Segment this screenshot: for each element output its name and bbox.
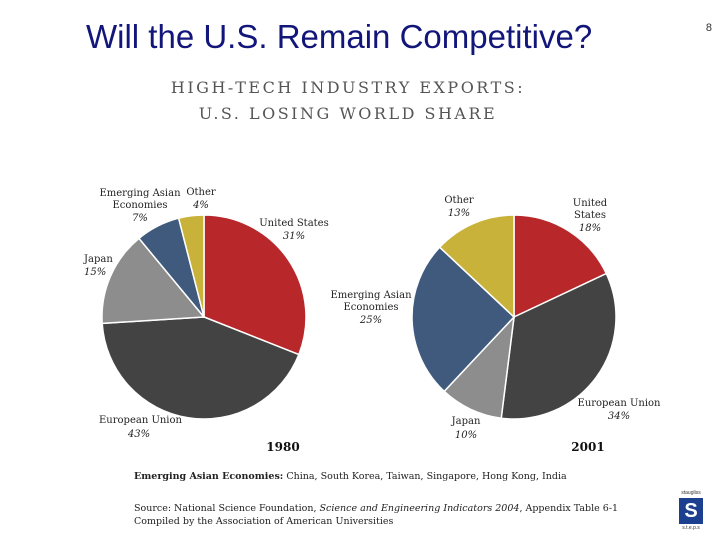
pct-1980-united-states: 31% (283, 231, 305, 242)
label-1980-other: Other (186, 187, 216, 198)
label-2001-european-union: European Union (578, 398, 662, 409)
logo-letter: S (679, 498, 703, 524)
pct-2001-united-states: 18% (579, 223, 601, 234)
pie-chart-2001 (411, 214, 617, 420)
label-2001-emerging-asian-l2: Economies (343, 302, 398, 313)
source-publication: Science and Engineering Indicators 2004 (319, 503, 520, 514)
label-2001-other: Other (444, 195, 474, 206)
page-number: 8 (705, 22, 712, 34)
footnote-definition: China, South Korea, Taiwan, Singapore, H… (283, 471, 567, 482)
label-2001-united-l1: United (573, 198, 608, 209)
label-1980-emerging-asian-l1: Emerging Asian (99, 188, 181, 199)
logo-top-text: staugliss (681, 490, 701, 496)
label-1980-european-union: European Union (99, 415, 183, 426)
label-2001-japan: Japan (451, 416, 481, 427)
pie-slice-1980-european-union (101, 316, 300, 420)
pie-slice-1980-other (177, 214, 205, 318)
pct-1980-emerging-asian: 7% (132, 213, 148, 224)
label-2001-emerging-asian-l1: Emerging Asian (330, 290, 412, 301)
compiled-by-line: Compiled by the Association of American … (134, 516, 394, 527)
pct-2001-other: 13% (448, 208, 470, 219)
chart-heading-line2: U.S. LOSING WORLD SHARE (198, 104, 498, 123)
source-suffix: , Appendix Table 6-1 (519, 503, 619, 514)
source-prefix: Source: National Science Foundation, (134, 503, 320, 514)
pct-1980-other: 4% (192, 200, 209, 211)
year-label-2001: 2001 (571, 440, 604, 454)
footnote: Emerging Asian Economies: China, South K… (134, 471, 567, 482)
pie-slice-2001-other (438, 214, 515, 319)
label-1980-united-states: United States (259, 218, 328, 229)
pct-1980-japan: 15% (84, 267, 106, 278)
pie-slice-2001-emerging-asian-economies (411, 246, 516, 393)
pie-slice-2001-european-union (500, 272, 617, 420)
pie-slice-1980-united-states (203, 214, 307, 356)
year-label-1980: 1980 (266, 440, 299, 454)
logo-bottom-text: s.t.e.p.s (682, 525, 700, 531)
pie-chart-1980 (101, 214, 307, 420)
pct-2001-european-union: 34% (608, 411, 630, 422)
pct-1980-european-union: 43% (127, 429, 150, 440)
label-1980-japan: Japan (83, 254, 113, 265)
label-2001-united-l2: States (574, 210, 606, 221)
pct-2001-japan: 10% (455, 430, 477, 441)
source-line: Source: National Science Foundation, Sci… (134, 502, 618, 515)
slide-title: Will the U.S. Remain Competitive? (86, 18, 593, 55)
pie-slice-1980-japan (101, 237, 206, 325)
pct-2001-emerging-asian: 25% (359, 315, 382, 326)
label-1980-emerging-asian-l2: Economies (112, 200, 167, 211)
pie-slice-2001-united-states (513, 214, 608, 319)
source-citation: Source: National Science Foundation, Sci… (134, 502, 618, 528)
footnote-term: Emerging Asian Economies: (134, 471, 284, 482)
chart-heading-line1: HIGH-TECH INDUSTRY EXPORTS: (170, 78, 526, 97)
logo: staugliss S s.t.e.p.s (669, 490, 713, 531)
